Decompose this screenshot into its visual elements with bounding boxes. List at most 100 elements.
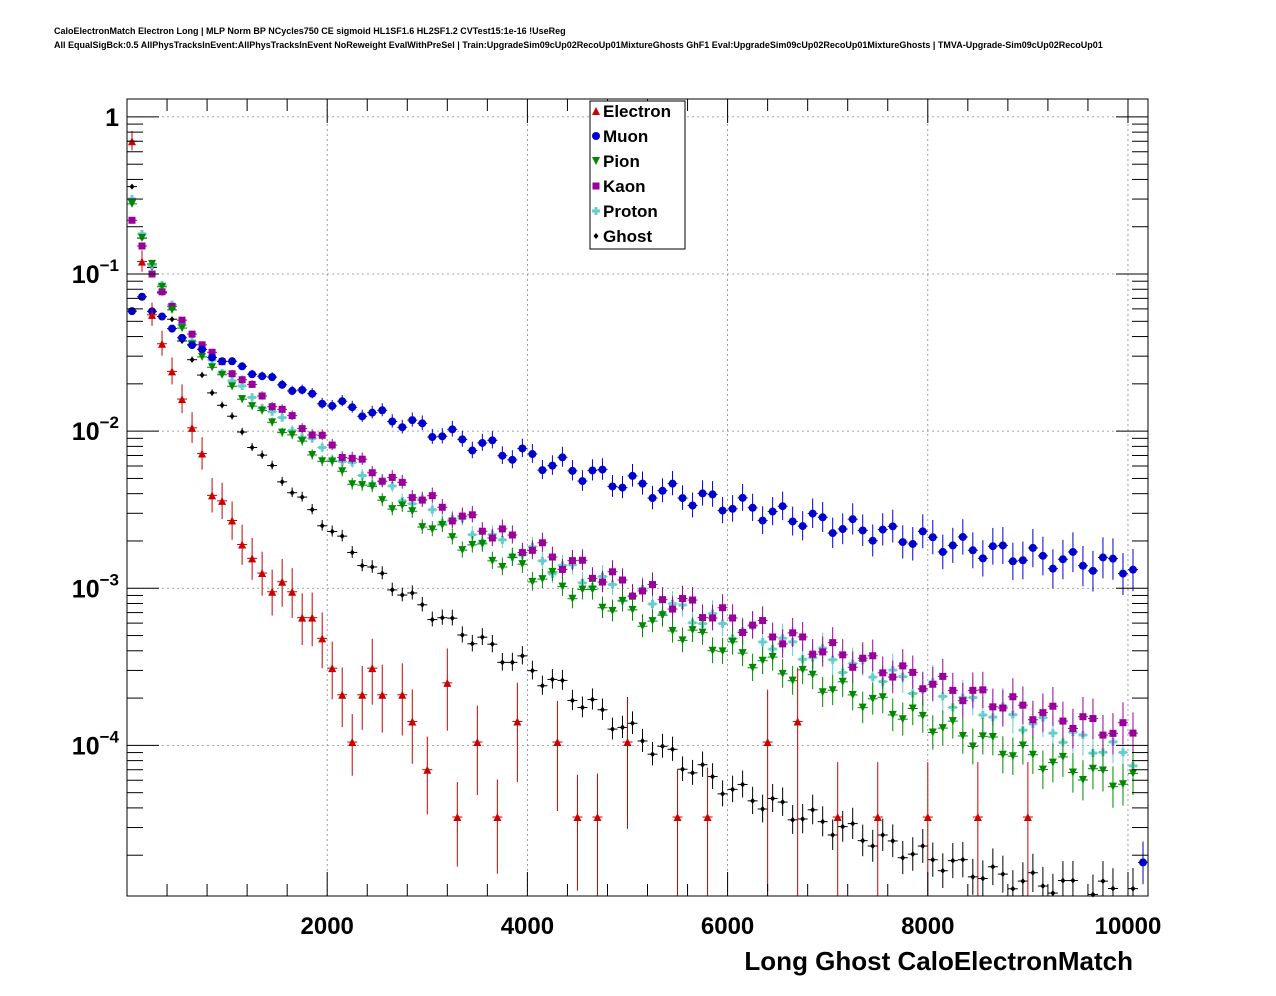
data-point — [178, 395, 187, 404]
data-point — [820, 818, 826, 825]
data-point — [518, 444, 527, 453]
series-proton — [127, 194, 1138, 788]
data-point — [840, 823, 846, 830]
data-point — [768, 507, 777, 516]
data-point — [708, 646, 717, 655]
data-point — [918, 711, 927, 720]
data-point — [298, 613, 307, 622]
data-point — [438, 520, 447, 529]
data-point — [308, 389, 317, 398]
data-point — [878, 693, 887, 702]
data-point — [428, 525, 437, 534]
data-point — [1050, 890, 1056, 897]
y-tick-label: 1 — [105, 104, 119, 132]
y-tick-label: 10−4 — [72, 727, 120, 760]
data-point — [479, 634, 485, 641]
data-point — [199, 372, 205, 379]
data-point — [258, 569, 267, 578]
data-point — [800, 815, 806, 822]
data-point — [528, 577, 537, 586]
data-point — [348, 454, 356, 462]
data-point — [449, 615, 455, 622]
data-point — [968, 742, 977, 751]
plot-frame — [126, 98, 1149, 897]
data-point — [670, 746, 676, 753]
data-point — [298, 385, 307, 394]
data-point — [258, 406, 267, 415]
data-point — [418, 496, 426, 504]
data-point — [338, 453, 346, 461]
data-point — [690, 769, 696, 776]
data-point — [389, 586, 395, 593]
data-point — [959, 697, 967, 705]
data-point — [1059, 717, 1067, 725]
data-point — [749, 621, 757, 629]
data-point — [308, 431, 316, 439]
data-point — [559, 677, 565, 684]
data-point — [249, 444, 255, 451]
data-point — [778, 502, 787, 511]
data-point — [619, 724, 625, 731]
data-point — [1038, 765, 1047, 774]
data-point — [378, 496, 387, 505]
data-point — [338, 467, 347, 476]
data-point — [679, 595, 687, 603]
x-axis-label: Long Ghost CaloElectronMatch — [744, 946, 1133, 976]
data-point — [788, 517, 797, 526]
data-point — [599, 706, 605, 713]
data-point — [168, 324, 177, 333]
data-point — [228, 382, 237, 391]
data-point — [830, 832, 836, 839]
data-point — [478, 539, 487, 548]
data-point — [428, 432, 437, 441]
data-point — [558, 565, 566, 573]
data-point — [208, 348, 216, 356]
data-point — [378, 690, 387, 699]
data-point — [978, 710, 987, 719]
y-tick-label: 10−2 — [72, 413, 119, 446]
data-point — [498, 535, 507, 544]
data-point — [388, 417, 397, 426]
data-point — [848, 515, 857, 524]
data-point — [499, 659, 505, 666]
data-point — [1029, 716, 1037, 724]
data-point — [1000, 871, 1006, 878]
data-point — [778, 669, 787, 678]
data-point — [298, 425, 306, 433]
data-point — [673, 813, 682, 822]
data-point — [289, 489, 295, 496]
data-point — [870, 843, 876, 850]
data-point — [1028, 750, 1037, 759]
data-point — [658, 611, 667, 620]
data-point — [880, 832, 886, 839]
data-point — [238, 540, 247, 549]
data-point — [593, 233, 599, 239]
data-point — [1020, 878, 1026, 885]
data-point — [438, 432, 447, 441]
data-point — [508, 531, 516, 539]
data-point — [1058, 555, 1067, 564]
data-point — [878, 525, 887, 534]
data-point — [158, 282, 167, 291]
data-point — [1040, 883, 1046, 890]
data-point — [950, 857, 956, 864]
data-point — [618, 576, 626, 584]
data-point — [798, 522, 807, 531]
data-point — [1028, 543, 1037, 552]
data-point — [358, 471, 367, 480]
data-point — [328, 441, 336, 449]
data-point — [869, 652, 877, 660]
data-point — [660, 743, 666, 750]
data-point — [288, 412, 296, 420]
data-point — [1008, 557, 1017, 566]
legend-item-pion: Pion — [592, 152, 640, 171]
data-point — [288, 386, 297, 395]
data-point — [592, 182, 600, 190]
data-point — [318, 634, 327, 643]
data-point — [979, 686, 987, 694]
data-point — [488, 436, 497, 445]
data-point — [318, 443, 327, 452]
data-point — [368, 482, 377, 491]
data-point — [608, 580, 617, 589]
data-point — [839, 651, 847, 659]
